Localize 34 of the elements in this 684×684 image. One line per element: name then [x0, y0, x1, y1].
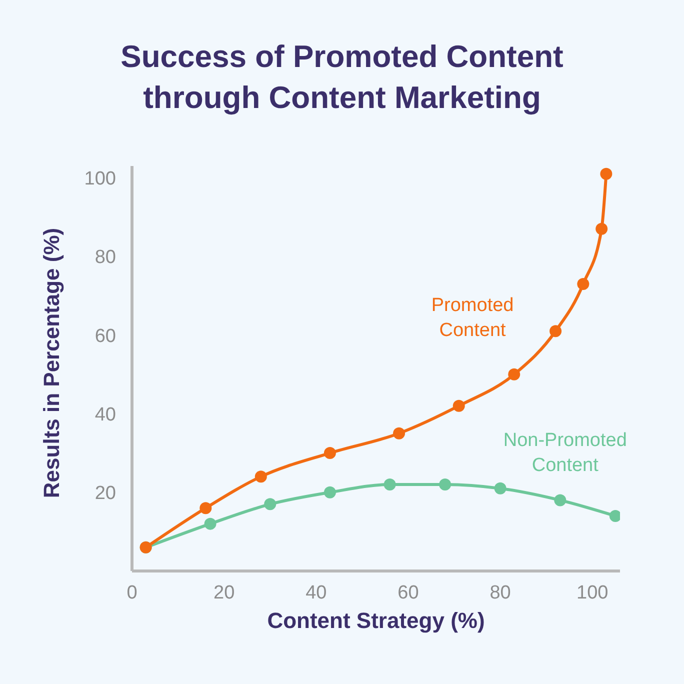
x-tick-label: 60	[398, 582, 419, 604]
point	[204, 518, 216, 530]
point	[324, 447, 336, 460]
y-tick-label: 60	[94, 326, 116, 347]
x-tick-label: 40	[306, 582, 327, 604]
x-tick-label: 80	[490, 582, 511, 604]
point	[254, 470, 267, 483]
point	[494, 482, 506, 494]
x-tick-label: 0	[126, 582, 138, 604]
point	[600, 168, 612, 180]
series-label: Non-Promoted Content	[502, 429, 628, 478]
point	[264, 498, 276, 510]
y-tick-label: 80	[94, 247, 116, 268]
y-tick-label: 100	[84, 168, 116, 190]
point	[393, 427, 406, 440]
point	[554, 494, 566, 506]
point	[596, 222, 608, 235]
point	[508, 368, 520, 380]
point	[439, 478, 452, 490]
point	[550, 325, 562, 338]
y-tick-label: 40	[94, 404, 116, 426]
point	[200, 502, 212, 514]
series-label: Promoted Content	[430, 294, 515, 344]
x-axis-title: Content Strategy (%)	[266, 608, 486, 634]
point	[384, 478, 396, 490]
y-axis-title: Results in Percentage (%)	[39, 226, 65, 500]
point	[577, 278, 590, 290]
point	[609, 510, 620, 522]
point	[324, 486, 336, 498]
point	[452, 400, 465, 412]
x-tick-label: 20	[214, 582, 235, 604]
x-tick-label: 100	[576, 582, 608, 604]
chart-title: Success of Promoted Content through Content Marketing	[120, 38, 564, 117]
y-tick-label: 20	[94, 483, 116, 504]
